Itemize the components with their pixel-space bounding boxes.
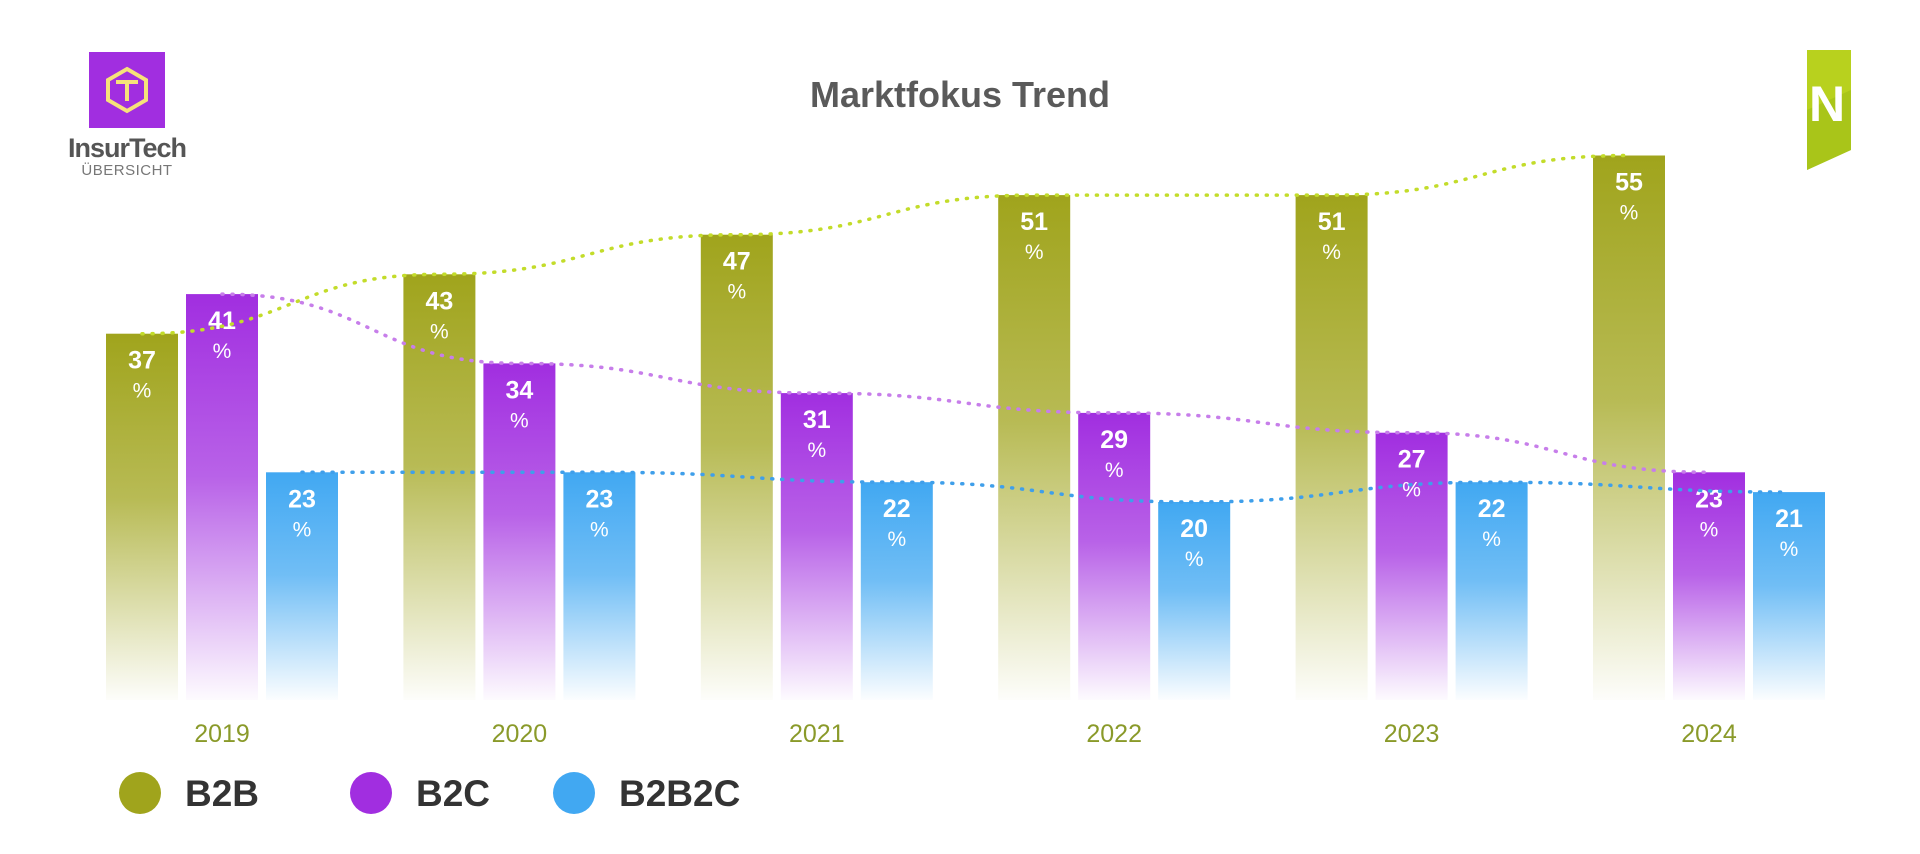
bar-b2c-2024 [1673, 472, 1745, 700]
bar-b2c-2020 [483, 363, 556, 700]
bar-b2b2c-2024 [1753, 492, 1825, 700]
x-tick-2023: 2023 [1384, 720, 1440, 748]
data-unit-b2b2c-2022: % [1185, 548, 1204, 571]
data-label-b2c-2021: 31 [803, 406, 831, 434]
x-tick-2024: 2024 [1681, 720, 1737, 748]
bar-b2b-2021 [700, 234, 773, 700]
legend-label-b2b: B2B [185, 773, 259, 814]
x-tick-2022: 2022 [1086, 720, 1142, 748]
bar-b2b2c-2021 [860, 482, 933, 700]
data-unit-b2b-2022: % [1025, 241, 1044, 264]
trendline-b2b [140, 153, 1631, 336]
data-unit-b2c-2024: % [1700, 518, 1719, 541]
data-unit-b2b-2024: % [1620, 202, 1639, 225]
data-label-b2c-2019: 41 [208, 307, 236, 335]
data-label-b2b-2019: 37 [128, 347, 156, 375]
data-unit-b2b2c-2019: % [293, 518, 312, 541]
legend-label-b2c: B2C [416, 773, 490, 814]
data-label-b2b2c-2021: 22 [883, 495, 911, 523]
bar-b2b2c-2022 [1158, 502, 1231, 700]
data-label-b2b2c-2020: 23 [585, 485, 613, 513]
data-label-b2b2c-2019: 23 [288, 485, 316, 513]
bar-b2b2c-2020 [563, 472, 636, 700]
data-unit-b2c-2020: % [510, 409, 529, 432]
data-unit-b2b-2020: % [430, 320, 449, 343]
x-tick-2019: 2019 [194, 720, 250, 748]
data-unit-b2c-2019: % [213, 340, 232, 363]
bar-b2b2c-2023 [1455, 482, 1528, 700]
data-label-b2c-2022: 29 [1100, 426, 1128, 454]
insurtech-logo: InsurTech ÜBERSICHT [68, 48, 187, 180]
brand-subtitle: ÜBERSICHT [81, 162, 173, 179]
chart-title: Marktfokus Trend [809, 74, 1111, 115]
brand-name: InsurTech [68, 133, 187, 163]
data-label-b2b2c-2022: 20 [1180, 515, 1208, 543]
data-label-b2b2c-2023: 22 [1478, 495, 1506, 523]
hexagon-icon [89, 52, 165, 128]
trendline-b2c [220, 292, 1711, 475]
data-label-b2b-2020: 43 [425, 287, 453, 315]
data-label-b2c-2020: 34 [505, 376, 533, 404]
data-unit-b2b-2019: % [133, 380, 152, 403]
x-tick-2020: 2020 [492, 720, 548, 748]
data-label-b2b-2023: 51 [1318, 208, 1346, 236]
data-label-b2b-2021: 47 [723, 248, 751, 276]
bar-b2b-2019 [106, 333, 178, 700]
bar-b2b-2023 [1295, 195, 1368, 700]
data-unit-b2c-2021: % [807, 439, 826, 462]
data-label-b2b-2022: 51 [1020, 208, 1048, 236]
legend-label-b2b2c: B2B2C [619, 773, 740, 814]
bar-b2c-2019 [186, 294, 258, 700]
bar-b2c-2023 [1375, 432, 1448, 700]
data-unit-b2b2c-2024: % [1780, 538, 1799, 561]
x-tick-2021: 2021 [789, 720, 845, 748]
data-label-b2b2c-2024: 21 [1775, 505, 1803, 533]
legend-swatch-b2c [350, 772, 392, 814]
data-unit-b2b2c-2021: % [887, 528, 906, 551]
bar-b2b-2020 [403, 274, 476, 700]
data-unit-b2c-2023: % [1402, 479, 1421, 502]
legend-swatch-b2b2c [553, 772, 595, 814]
bar-b2b2c-2019 [266, 472, 338, 700]
bar-b2c-2021 [780, 393, 853, 700]
data-unit-b2b-2023: % [1322, 241, 1341, 264]
data-label-b2b-2024: 55 [1615, 169, 1643, 197]
bar-b2b-2024 [1593, 155, 1665, 700]
data-unit-b2c-2022: % [1105, 459, 1124, 482]
logo-letter: N [1808, 76, 1846, 132]
brand-n-logo: N [1807, 50, 1851, 170]
bar-b2b-2022 [998, 195, 1071, 700]
data-unit-b2b2c-2023: % [1482, 528, 1501, 551]
data-unit-b2b2c-2020: % [590, 518, 609, 541]
data-unit-b2b-2021: % [727, 281, 746, 304]
trendline-b2b2c [300, 470, 1791, 504]
data-label-b2c-2023: 27 [1398, 446, 1426, 474]
legend-swatch-b2b [119, 772, 161, 814]
bar-b2c-2022 [1078, 412, 1151, 700]
